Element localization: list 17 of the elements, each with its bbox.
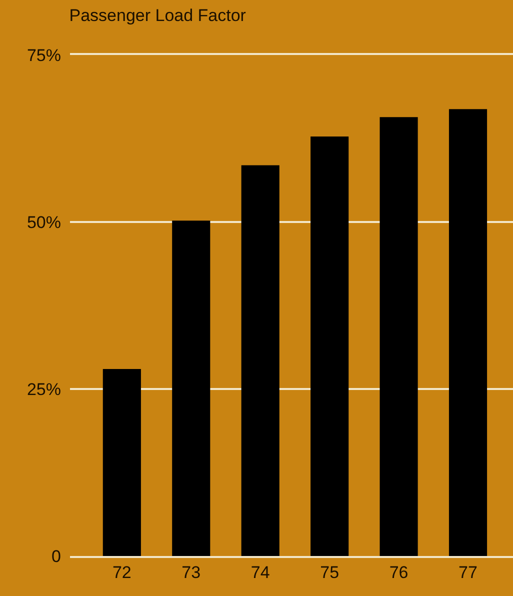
x-tick-label: 75 (320, 563, 340, 582)
y-tick-label: 25% (26, 380, 61, 399)
y-tick-label: 50% (26, 212, 61, 232)
x-tick-label: 72 (112, 563, 132, 582)
x-tick-label: 73 (182, 563, 201, 582)
bar (102, 368, 141, 556)
bar (380, 117, 418, 556)
y-tick-label: 75% (26, 46, 61, 65)
x-tick-label: 76 (389, 563, 408, 582)
bar (172, 220, 210, 556)
bar (241, 165, 280, 556)
x-tick-label: 77 (458, 563, 478, 582)
bar (310, 136, 349, 556)
y-tick-label: 0 (52, 546, 61, 566)
x-tick-label: 74 (250, 563, 270, 582)
bar (448, 109, 488, 556)
chart-title: Passenger Load Factor (69, 6, 246, 25)
